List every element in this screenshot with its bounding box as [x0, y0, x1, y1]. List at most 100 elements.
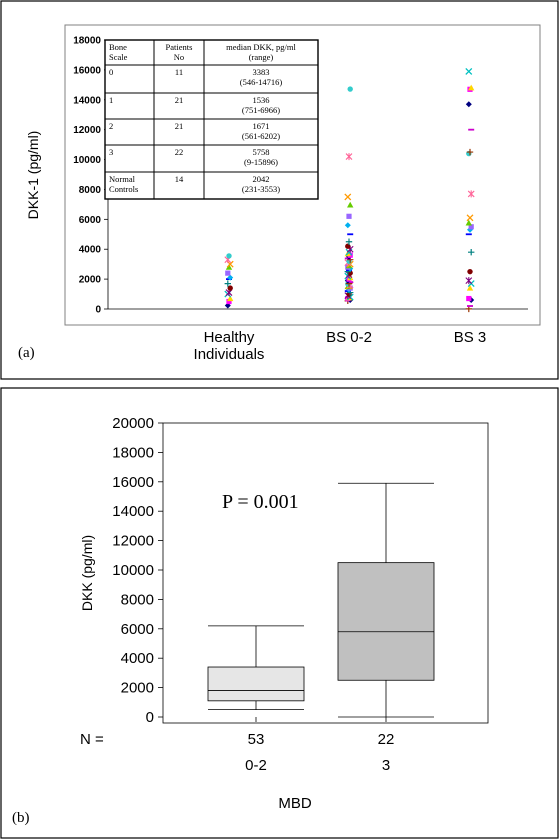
table-cell-patients: 14 [175, 174, 184, 184]
data-point [344, 193, 352, 201]
panel-a-y-tick-label: 12000 [73, 125, 101, 136]
data-point [226, 253, 232, 259]
panel-a-frame [0, 0, 559, 380]
table-header-cell: No [174, 52, 184, 62]
data-point [466, 295, 472, 302]
data-point [345, 243, 351, 249]
data-point [466, 148, 474, 156]
panel-b-y-tick-label: 18000 [112, 444, 154, 461]
n-label: N = [80, 731, 104, 748]
panel-a-category-label: BS 0-2 [326, 329, 372, 346]
table-header-cell: Patients [166, 42, 193, 52]
panel-a-y-label: DKK-1 (pg/ml) [25, 131, 41, 220]
panel-a-category-label: Individuals [194, 346, 265, 363]
panel-a-y-tick-label: 6000 [79, 215, 102, 226]
data-point [465, 219, 472, 226]
data-point [467, 268, 473, 275]
data-point [466, 284, 474, 291]
panel-b-y-tick-label: 12000 [112, 533, 154, 550]
data-point [344, 222, 351, 229]
table-header-cell: Bone [109, 42, 127, 52]
data-point [226, 298, 232, 305]
data-point [345, 238, 353, 245]
panel-a-chart: 0 2000 4000 6000 8000 10000 12000 14000 16000 180… [18, 24, 541, 363]
table-header-cell: Scale [109, 52, 128, 62]
data-point [466, 214, 474, 222]
panel-a-points [224, 67, 475, 313]
panel-a-y-tick-label: 18000 [73, 36, 101, 47]
table-header-cell: median DKK, pg/ml [226, 42, 296, 52]
panel-b-label: (b) [12, 810, 30, 826]
panel-a-y-tick-label: 14000 [73, 95, 101, 106]
data-point [346, 213, 352, 219]
panel-a-y-tick-label: 2000 [79, 275, 102, 286]
data-point [347, 274, 354, 281]
panel-b-y-tick-label: 10000 [112, 562, 154, 579]
panel-a-category-label: Healthy [204, 329, 255, 346]
data-point [225, 270, 231, 276]
table-cell-median: 1536 [253, 95, 270, 105]
panel-b-y-tick-label: 6000 [121, 621, 154, 638]
data-point [345, 153, 353, 161]
panel-b-y-tick-label: 8000 [121, 591, 154, 608]
table-cell-range: (561-6202) [242, 131, 280, 141]
data-point [467, 190, 475, 198]
panel-b-categories: 0-2 3 [245, 757, 390, 774]
table-cell-range: (751-6966) [242, 105, 280, 115]
table-cell-range: (546-14716) [240, 77, 283, 87]
data-point [347, 201, 354, 208]
data-point [465, 101, 472, 108]
panel-b-category-label: 0-2 [245, 757, 267, 774]
table-cell-scale: 2 [109, 121, 113, 131]
table-cell-patients: 22 [175, 147, 184, 157]
table-cell-range: (9-15896) [244, 157, 278, 167]
box-iqr [337, 562, 435, 681]
panel-a-y-ticks: 0 2000 4000 6000 8000 10000 12000 14000 16000 180… [73, 36, 108, 316]
data-point [224, 280, 231, 287]
table-cell-range: (231-3553) [242, 184, 280, 194]
table-cell-median: 2042 [253, 174, 270, 184]
panel-a-y-tick-label: 10000 [73, 155, 101, 166]
panel-a-y-tick-label: 16000 [73, 65, 101, 76]
table-cell-scale: 1 [109, 95, 113, 105]
panel-b-y-label: DKK (pg/ml) [79, 535, 95, 611]
table-cell-median: 3383 [253, 67, 270, 77]
panel-b-boxes [207, 482, 435, 722]
table-cell-median: 1671 [253, 121, 270, 131]
table-cell-scale: Normal [109, 174, 136, 184]
table-cell-median: 5758 [253, 147, 270, 157]
panel-a-category-label: BS 3 [454, 329, 487, 346]
data-point [468, 249, 475, 256]
p-value-annotation: P = 0.001 [222, 491, 299, 513]
table-cell-scale: Controls [109, 184, 138, 194]
data-point [225, 263, 233, 270]
table-cell-patients: 11 [175, 67, 183, 77]
box-iqr [207, 666, 305, 702]
panel-a-label: (a) [18, 345, 35, 361]
panel-b-category-label: 3 [382, 757, 390, 774]
table-header-cell: (range) [249, 52, 274, 62]
table-cell-scale: 3 [109, 147, 113, 157]
table-cell-patients: 21 [175, 121, 184, 131]
panel-b-x-label: MBD [278, 795, 312, 812]
data-point [347, 86, 353, 92]
data-point [465, 67, 473, 75]
n-value: 53 [248, 731, 265, 748]
panel-b-y-tick-label: 4000 [121, 650, 154, 667]
data-point [227, 274, 234, 281]
panel-b-y-tick-label: 2000 [121, 680, 154, 697]
panel-b-y-tick-label: 0 [146, 709, 154, 726]
table-cell-scale: 0 [109, 67, 113, 77]
data-point [468, 84, 475, 91]
table-cell-patients: 21 [175, 95, 184, 105]
data-point [465, 277, 473, 285]
panel-a-y-tick-label: 4000 [79, 245, 102, 256]
n-value: 22 [378, 731, 395, 748]
panel-b-n-values: 53 22 [248, 731, 395, 748]
data-point [227, 295, 234, 302]
panel-b-y-tick-label: 20000 [112, 415, 154, 432]
panel-a-y-tick-label: 8000 [79, 185, 102, 196]
